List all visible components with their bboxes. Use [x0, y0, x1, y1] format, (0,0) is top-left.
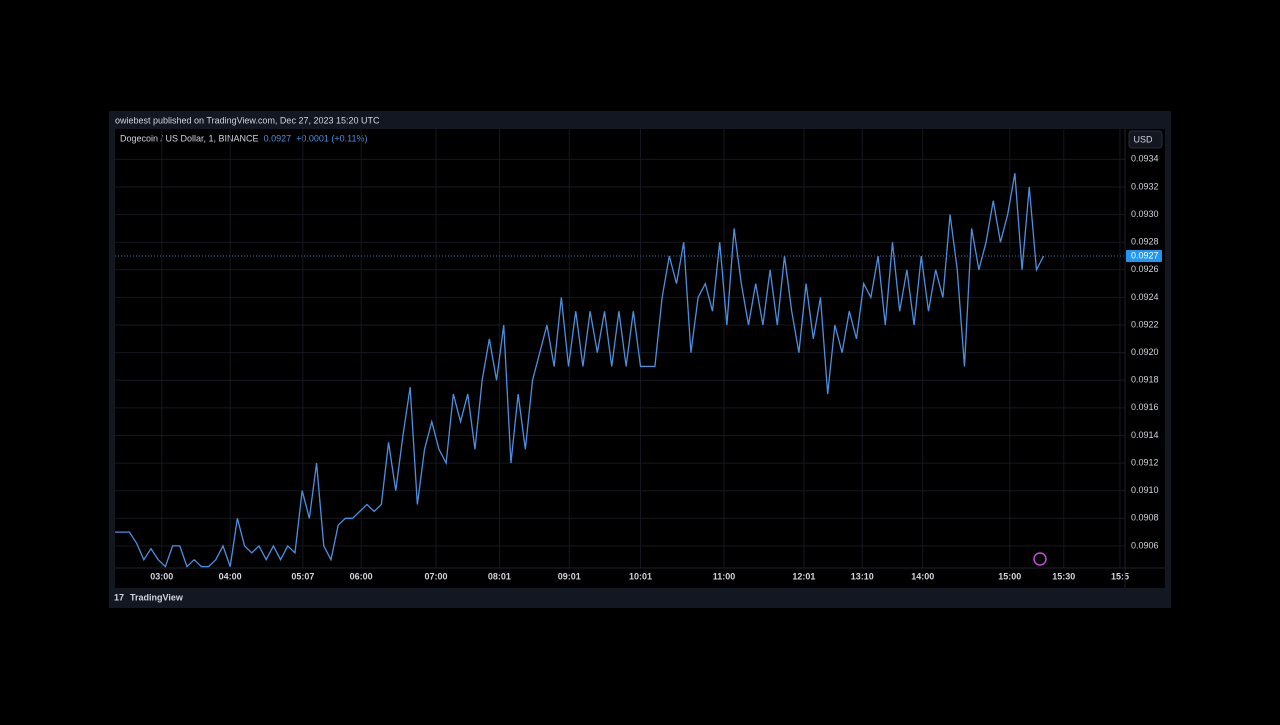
y-tick-label: 0.0930	[1131, 209, 1159, 219]
y-tick-label: 0.0928	[1131, 237, 1159, 247]
events-icon[interactable]	[1033, 552, 1047, 566]
y-tick-label: 0.0934	[1131, 154, 1159, 164]
y-tick-label: 0.0914	[1131, 430, 1159, 440]
x-tick-label: 08:01	[488, 571, 511, 581]
x-tick-label: 07:00	[425, 571, 448, 581]
x-tick-label: 15:00	[998, 571, 1021, 581]
y-tick-label: 0.0932	[1131, 181, 1159, 191]
x-tick-label: 09:01	[558, 571, 581, 581]
y-tick-label: 0.0906	[1131, 540, 1159, 550]
last-price-axis-label: 0.0927	[1131, 250, 1159, 260]
x-tick-label: 05:07	[291, 571, 314, 581]
brand-logo: 17	[114, 592, 124, 602]
x-tick-label: 15:30	[1052, 571, 1075, 581]
x-tick-label: 06:00	[350, 571, 373, 581]
x-tick-label: 03:00	[150, 571, 173, 581]
y-tick-label: 0.0918	[1131, 375, 1159, 385]
x-tick-label: 14:00	[911, 571, 934, 581]
currency-button[interactable]	[1128, 130, 1163, 149]
y-tick-label: 0.0924	[1131, 292, 1159, 302]
x-tick-label: 15:5	[1111, 571, 1129, 581]
x-tick-label: 04:00	[219, 571, 242, 581]
chart-title: Dogecoin / US Dollar, 1, BINANCE	[120, 133, 259, 143]
y-tick-label: 0.0920	[1131, 347, 1159, 357]
y-tick-label: 0.0922	[1131, 319, 1159, 329]
footer-brand: TradingView	[130, 592, 184, 602]
currency: USD	[1133, 134, 1153, 144]
price-change: +0.0001 (+0.11%)	[296, 133, 367, 143]
publisher: owiebest published on TradingView.com, D…	[115, 115, 380, 125]
y-tick-label: 0.0910	[1131, 485, 1159, 495]
last-price: 0.0927	[264, 133, 292, 143]
price-line	[115, 173, 1045, 568]
x-tick-label: 13:10	[851, 571, 874, 581]
y-tick-label: 0.0926	[1131, 264, 1159, 274]
y-tick-label: 0.0912	[1131, 457, 1159, 467]
last-price-box	[1126, 250, 1162, 263]
x-tick-label: 10:01	[629, 571, 652, 581]
y-tick-label: 0.0908	[1131, 513, 1159, 523]
y-tick-label: 0.0916	[1131, 402, 1159, 412]
x-tick-label: 11:00	[713, 571, 736, 581]
x-tick-label: 12:01	[792, 571, 815, 581]
